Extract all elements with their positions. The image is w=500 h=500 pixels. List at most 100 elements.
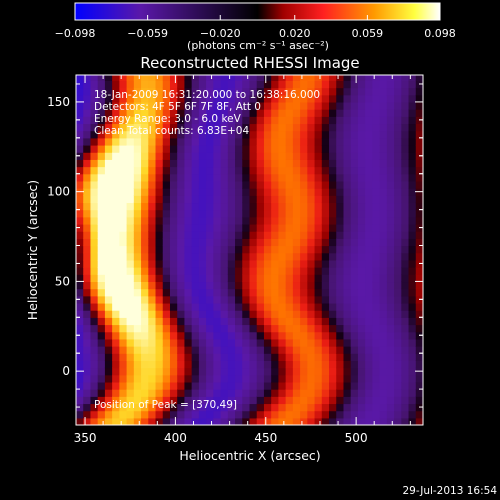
heatmap-cell [191,180,200,189]
heatmap-cell [307,331,316,340]
heatmap-cell [220,101,229,110]
heatmap-cell [90,209,99,218]
heatmap-cell [307,223,316,232]
heatmap-cell [249,288,258,297]
heatmap-cell [184,324,193,333]
heatmap-cell [372,109,381,117]
heatmap-cell [386,338,395,347]
heatmap-cell [329,145,337,153]
heatmap-cell [394,367,402,376]
heatmap-cell [278,324,287,333]
heatmap-cell [83,202,92,211]
heatmap-cell [126,403,135,412]
heatmap-cell [177,173,186,182]
heatmap-cell [249,116,258,125]
heatmap-cell [271,338,280,347]
heatmap-cell [177,101,186,110]
heatmap-cell [242,180,251,189]
heatmap-cell [235,396,243,405]
heatmap-cell [104,223,113,232]
heatmap-cell [119,281,128,290]
plot-frame [75,74,424,426]
heatmap-cell [329,267,337,275]
heatmap-cell [329,188,337,196]
heatmap-cell [177,381,186,390]
heatmap-cell [263,109,272,117]
heatmap-cell [408,123,417,132]
heatmap-cell [227,75,236,81]
heatmap-cell [314,216,323,225]
heatmap-cell [292,209,301,218]
heatmap-cell [184,338,193,347]
heatmap-cell [191,403,200,412]
heatmap-cell [300,238,308,247]
heatmap-cell [300,403,308,412]
heatmap-cell [235,288,243,297]
heatmap-cell [198,259,207,268]
heatmap-cell [329,346,337,354]
heatmap-cell [112,166,120,175]
heatmap-cell [415,123,423,132]
heatmap-cell [271,180,280,189]
heatmap-cell [394,166,402,175]
heatmap-cell [357,123,366,132]
heatmap-cell [256,137,265,146]
heatmap-cell [97,245,106,254]
heatmap-cell [249,195,258,204]
heatmap-cell [213,152,222,160]
heatmap-cell [227,159,236,168]
heatmap-cell [314,302,323,311]
heatmap-cell [271,245,280,254]
heatmap-cell [112,403,120,412]
heatmap-cell [191,245,200,254]
heatmap-cell [365,295,373,304]
heatmap-cell [401,166,410,175]
heatmap-cell [408,252,417,261]
heatmap-cell [321,353,330,361]
heatmap-cell [227,231,236,239]
heatmap-cell [235,137,243,146]
heatmap-cell [292,410,301,419]
heatmap-cell [300,360,308,369]
heatmap-cell [213,410,222,419]
heatmap-cell [336,267,345,275]
heatmap-cell [206,310,214,318]
heatmap-cell [141,209,149,218]
heatmap-cell [336,410,345,419]
heatmap-cell [401,317,410,326]
heatmap-cell [415,209,423,218]
heatmap-cell [184,130,193,139]
heatmap-cell [343,87,352,96]
heatmap-cell [155,281,164,290]
heatmap-cell [169,75,178,81]
heatmap-cell [112,353,120,361]
heatmap-cell [148,216,157,225]
heatmap-cell [343,381,352,390]
colorbar [74,2,441,21]
heatmap-cell [415,109,423,117]
heatmap-cell [177,403,186,412]
heatmap-cell [184,180,193,189]
heatmap-cell [198,75,207,81]
heatmap-cell [394,374,402,383]
heatmap-cell [206,231,214,239]
heatmap-cell [329,281,337,290]
heatmap-cell [343,238,352,247]
heatmap-cell [97,130,106,139]
heatmap-cell [379,166,388,175]
heatmap-cell [141,173,149,182]
heatmap-cell [213,360,222,369]
heatmap-cell [141,360,149,369]
heatmap-cell [169,87,178,96]
heatmap-cell [162,396,171,405]
heatmap-cell [300,231,308,239]
heatmap-cell [285,281,294,290]
heatmap-cell [278,202,287,211]
heatmap-cell [343,310,352,318]
heatmap-cell [97,374,106,383]
heatmap-cell [141,75,149,81]
heatmap-cell [220,173,229,182]
heatmap-cell [191,274,200,283]
heatmap-cell [249,374,258,383]
heatmap-cell [213,374,222,383]
